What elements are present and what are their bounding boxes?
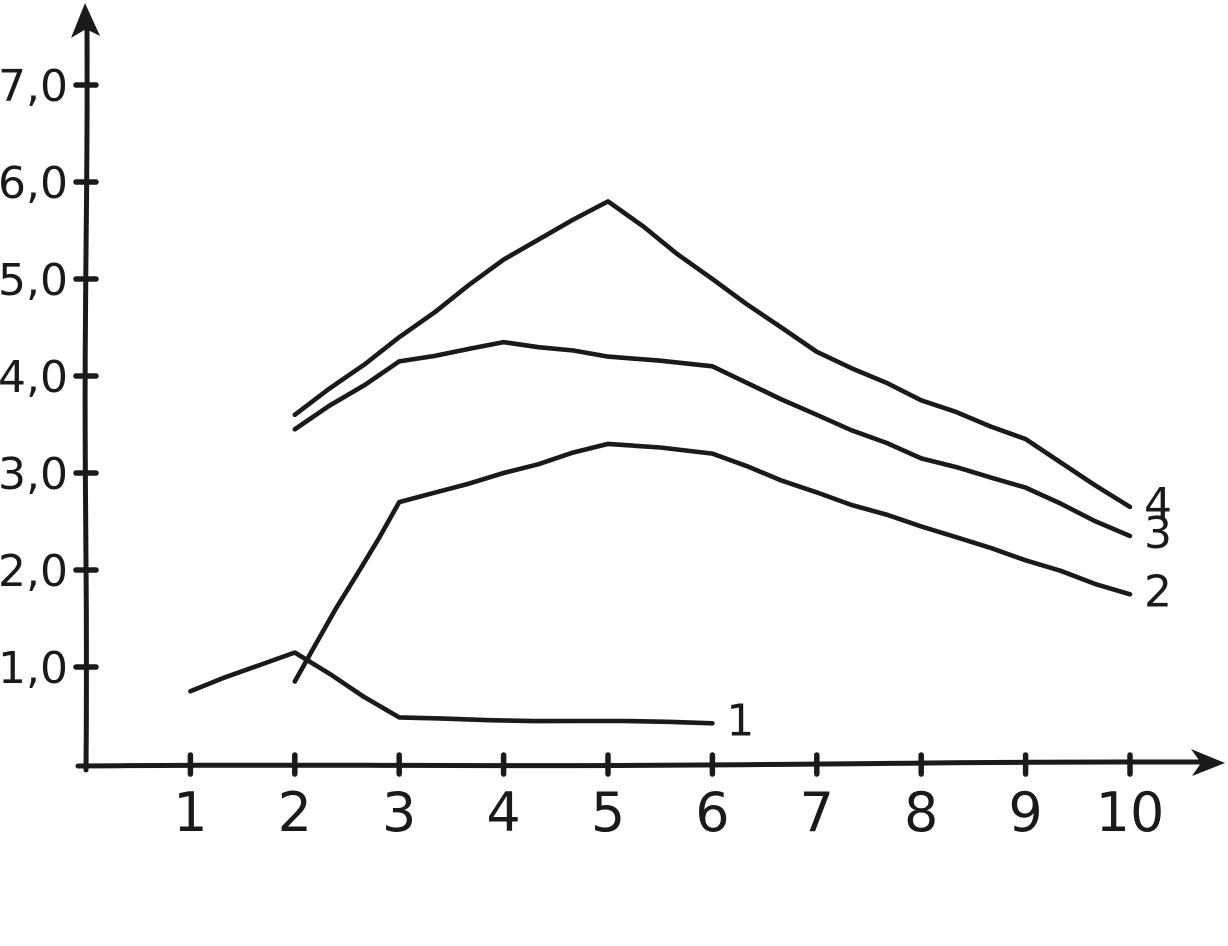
series-line-curve-4	[292, 199, 1133, 510]
x-axis-arrowhead-icon	[1191, 749, 1225, 776]
x-tick-label: 8	[904, 781, 938, 844]
series-line-curve-2	[292, 441, 1133, 684]
x-tick-label: 4	[486, 781, 520, 844]
x-tick-label: 5	[591, 781, 625, 844]
x-tick-label: 3	[382, 781, 416, 844]
x-tick-label: 1	[173, 781, 207, 844]
x-tick-label: 6	[695, 781, 729, 844]
y-tick-label: 1,0	[0, 643, 68, 694]
x-tick-label: 7	[800, 781, 834, 844]
x-tick-label: 10	[1096, 781, 1165, 844]
y-tick-label: 7,0	[0, 61, 68, 112]
series-label-curve-1: 1	[726, 695, 754, 746]
y-tick-label: 3,0	[0, 449, 68, 500]
series-line-curve-3	[292, 339, 1133, 539]
x-tick-label: 2	[278, 781, 312, 844]
y-tick-label: 5,0	[0, 255, 68, 306]
series-label-curve-3: 3	[1144, 508, 1172, 559]
y-axis	[82, 23, 90, 773]
series-line-curve-1	[188, 650, 715, 726]
x-tick-label: 9	[1008, 781, 1042, 844]
series-label-curve-4: 4	[1144, 479, 1172, 530]
x-axis	[75, 759, 1203, 769]
y-tick-label: 6,0	[0, 158, 68, 209]
series-label-curve-2: 2	[1144, 566, 1172, 617]
y-tick-label: 2,0	[0, 546, 68, 597]
y-axis-arrowhead-icon	[71, 3, 100, 38]
y-tick-label: 4,0	[0, 352, 68, 403]
